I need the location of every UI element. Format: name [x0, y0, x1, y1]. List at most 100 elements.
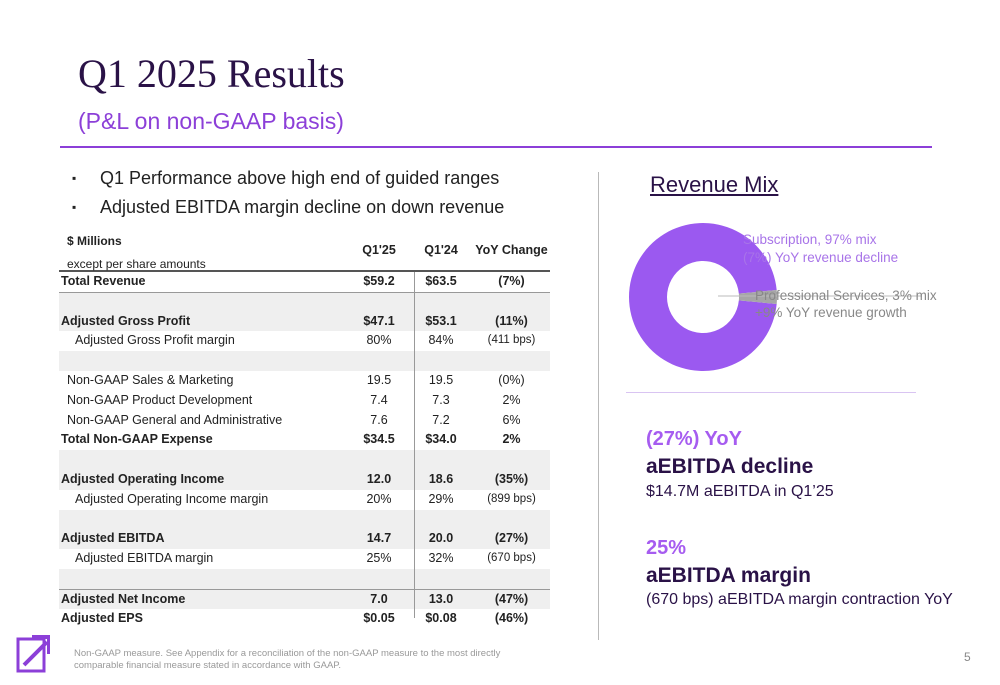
cell-yoy: (0%): [498, 372, 525, 387]
kpi-ebitda-margin-title: aEBITDA margin: [646, 564, 811, 587]
table-body: Total Revenue $59.2 $63.5 (7%) Adjusted Gros…: [59, 272, 550, 628]
table-row: Non-GAAP General and Administrative 7.6 7.…: [59, 411, 550, 431]
revenue-mix-divider: [626, 392, 916, 393]
title-divider: [60, 146, 932, 148]
cell-q124: $0.08: [425, 610, 457, 625]
table-row: Adjusted EBITDA 14.7 20.0 (27%): [59, 529, 550, 550]
cell-q125: 19.5: [366, 372, 392, 387]
cell-q125: 7.0: [370, 591, 388, 606]
cell-q124: $53.1: [425, 313, 457, 328]
donut-slice-subscription: [629, 223, 777, 371]
cell-yoy: (7%): [498, 274, 525, 288]
cell-q124: 7.3: [432, 392, 450, 407]
cell-yoy: (46%): [494, 610, 529, 625]
cell-yoy: (670 bps): [487, 552, 536, 565]
subscription-label: Subscription, 97% mix: [743, 232, 877, 247]
row-label: Adjusted Operating Income margin: [75, 491, 269, 506]
services-growth-label: +9% YoY revenue growth: [755, 305, 907, 320]
table-header: $ Millions except per share amounts Q1'2…: [59, 230, 550, 272]
services-label: Professional Services, 3% mix: [755, 288, 937, 303]
row-label: Adjusted Gross Profit margin: [75, 333, 235, 348]
column-divider: [598, 172, 599, 640]
subscription-growth-label: (7%) YoY revenue decline: [743, 250, 899, 265]
cell-q125: 7.4: [370, 392, 388, 407]
table-spacer-row: [59, 291, 550, 312]
donut-slice-services: [738, 290, 777, 304]
cell-q124: $63.5: [425, 274, 457, 288]
cell-q125: $59.2: [363, 274, 395, 288]
arrow-logo-icon: [16, 635, 50, 673]
table-row: Total Revenue $59.2 $63.5 (7%): [59, 272, 550, 292]
col-header-q124: Q1'24: [424, 243, 458, 257]
bullet-list: ▪ Q1 Performance above high end of guided…: [72, 164, 552, 222]
table-row: Adjusted Operating Income 12.0 18.6 (35%): [59, 469, 550, 490]
col-header-q125: Q1'25: [362, 243, 396, 257]
kpi-ebitda-decline-detail: $14.7M aEBITDA in Q1’25: [646, 483, 834, 500]
cell-q125: 12.0: [366, 471, 392, 486]
table-row: Adjusted EBITDA margin 25% 32% (670 bps): [59, 549, 550, 569]
row-label: Adjusted Operating Income: [61, 471, 225, 486]
cell-yoy: 6%: [502, 412, 521, 427]
yoy-column-rule: [414, 272, 415, 618]
cell-q125: $34.5: [363, 432, 395, 447]
page-title: Q1 2025 Results: [78, 51, 345, 96]
cell-q124: 19.5: [428, 372, 454, 387]
table-row: Adjusted Gross Profit margin 80% 84% (411 b…: [59, 331, 550, 351]
table-row: Adjusted Gross Profit $47.1 $53.1 (11%): [59, 311, 550, 332]
page-subtitle: (P&L on non-GAAP basis): [78, 108, 344, 134]
bullet-text: Q1 Performance above high end of guided …: [100, 168, 500, 188]
page-number: 5: [964, 650, 971, 664]
table-row: Adjusted Operating Income margin 20% 29% (8…: [59, 490, 550, 510]
cell-q125: $47.1: [363, 313, 395, 328]
kpi-ebitda-margin-detail: (670 bps) aEBITDA margin contraction YoY: [646, 591, 953, 608]
row-label: Total Revenue: [61, 274, 146, 288]
bullet-square-icon: ▪: [72, 200, 77, 214]
table-row: Non-GAAP Product Development 7.4 7.3 2%: [59, 391, 550, 411]
cell-q124: 84%: [428, 333, 454, 348]
cell-q124: 18.6: [428, 471, 454, 486]
bullet-item: ▪ Adjusted EBITDA margin decline on down …: [72, 193, 552, 222]
cell-q124: $34.0: [425, 432, 457, 447]
kpi-ebitda-margin-value: 25%: [646, 537, 687, 559]
kpi-ebitda-decline-value: (27%) YoY: [646, 428, 742, 450]
table-row: Adjusted EPS $0.05 $0.08 (46%): [59, 609, 550, 629]
row-label: Adjusted EPS: [61, 610, 143, 625]
table-unit-sublabel: except per share amounts: [67, 257, 206, 271]
footnote-line-1: Non-GAAP measure. See Appendix for a rec…: [74, 648, 501, 659]
cell-q124: 29%: [428, 491, 454, 506]
cell-yoy: (411 bps): [487, 334, 536, 347]
cell-yoy: (899 bps): [487, 492, 536, 505]
cell-q125: 14.7: [366, 531, 392, 546]
table-unit-label: $ Millions: [67, 234, 122, 248]
cell-q124: 32%: [428, 551, 454, 566]
bullet-square-icon: ▪: [72, 171, 77, 185]
revenue-mix-donut: [629, 223, 777, 371]
cell-yoy: 2%: [502, 392, 521, 407]
row-label: Total Non-GAAP Expense: [61, 432, 213, 447]
footnote-line-2: comparable financial measure stated in a…: [74, 660, 342, 671]
cell-q125: 80%: [366, 333, 392, 348]
pl-table: $ Millions except per share amounts Q1'2…: [59, 230, 550, 628]
row-label: Adjusted EBITDA margin: [75, 551, 214, 566]
cell-q124: 13.0: [428, 591, 454, 606]
cell-q124: 7.2: [432, 412, 450, 427]
cell-yoy: (47%): [494, 591, 529, 606]
cell-yoy: (35%): [494, 471, 529, 486]
row-label: Adjusted Gross Profit: [61, 313, 191, 328]
col-header-yoy: YoY Change: [475, 243, 548, 257]
cell-q125: 7.6: [370, 412, 388, 427]
cell-q124: 20.0: [428, 531, 454, 546]
cell-q125: $0.05: [363, 610, 395, 625]
bullet-text: Adjusted EBITDA margin decline on down r…: [100, 197, 505, 217]
row-label: Adjusted Net Income: [61, 591, 186, 606]
cell-yoy: (11%): [495, 313, 528, 328]
table-spacer-row: [59, 450, 550, 470]
table-spacer-row: [59, 568, 550, 589]
revenue-mix-title: Revenue Mix: [650, 172, 779, 197]
row-label: Non-GAAP General and Administrative: [67, 412, 283, 427]
cell-yoy: 2%: [502, 432, 521, 447]
table-row: Non-GAAP Sales & Marketing 19.5 19.5 (0%): [59, 371, 550, 391]
table-row: Adjusted Net Income 7.0 13.0 (47%): [59, 588, 550, 609]
table-row: Total Non-GAAP Expense $34.5 $34.0 2%: [59, 430, 550, 450]
cell-q125: 20%: [366, 491, 392, 506]
